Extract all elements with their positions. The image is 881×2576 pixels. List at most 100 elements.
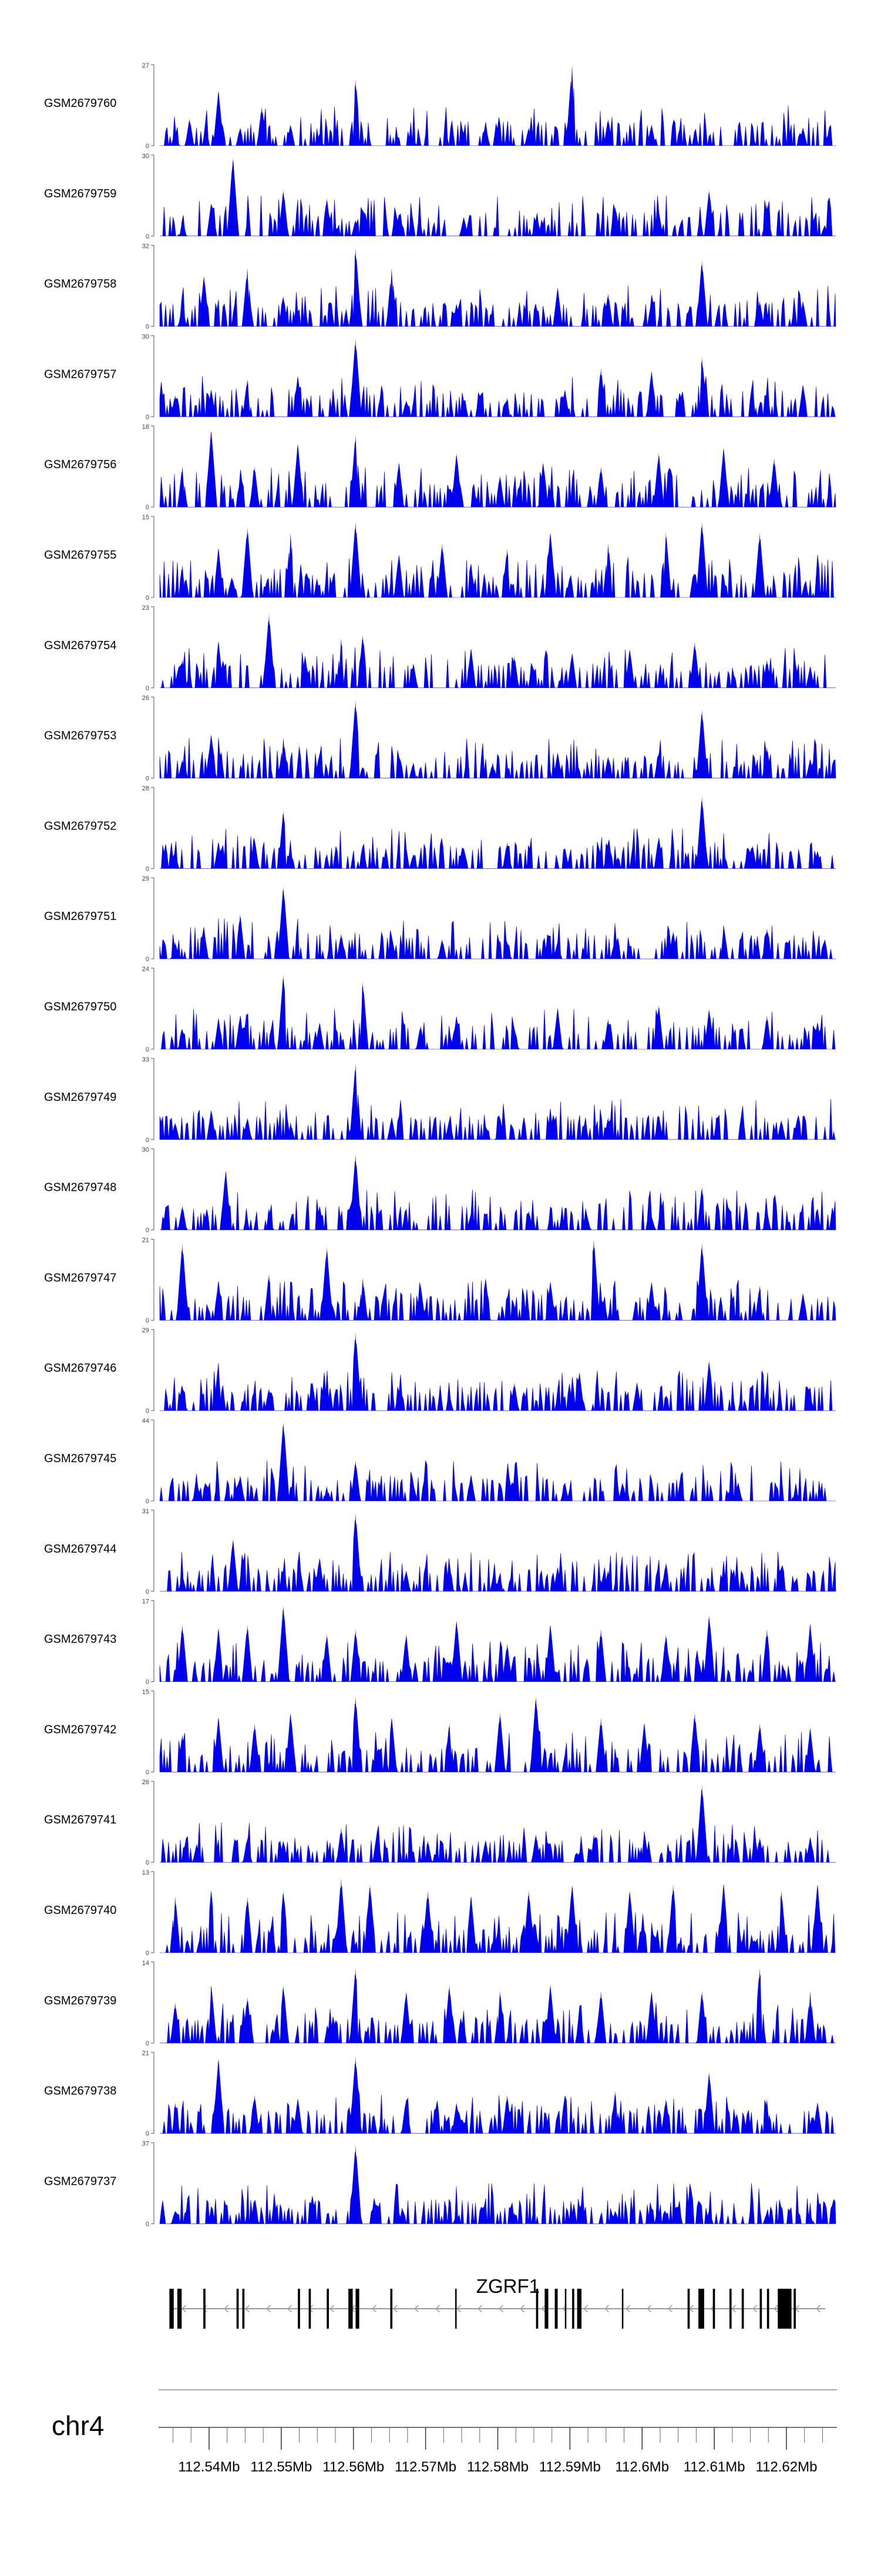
coverage-peak [208,1110,214,1140]
coverage-peak [359,1278,366,1321]
track-label: GSM2679746 [44,1362,116,1375]
coverage-peak [338,1878,344,1953]
coverage-peak [598,466,604,508]
strand-arrow [372,2305,376,2313]
coverage-peak [388,1117,395,1140]
coverage-peak [215,1629,221,1682]
coverage-peak [352,79,359,146]
coverage-track: GSM2679740 13 0 [44,1869,836,1957]
coverage-peak [648,1991,655,2043]
coverage-peak [807,1991,813,2043]
coverage-peak [338,638,344,688]
gene-exon [741,2289,744,2329]
coverage-peak [511,2212,517,2224]
coverage-peak [453,2215,460,2224]
coverage-peak [764,747,770,778]
coverage-peak [338,933,344,959]
coverage-peak [706,1360,712,1411]
strand-arrow [245,2305,250,2313]
y-max-label: 13 [142,1869,149,1876]
coverage-peak [598,1991,604,2043]
coverage-peak [179,1624,186,1682]
coverage-peak [764,2212,770,2224]
coverage-peak [648,1281,655,1321]
coverage-peak [764,2098,770,2134]
coverage-peak [352,1063,359,1140]
gene-exon [759,2289,762,2329]
coverage-peak [547,1985,554,2043]
coverage-peak [388,936,395,959]
gene-exon [698,2289,704,2329]
coverage-peak [179,1734,186,1772]
coverage-peak [706,2211,712,2224]
coverage-peak [352,220,359,236]
coverage-peak [547,532,554,597]
coverage-peak [352,700,359,778]
coverage-peak [814,1022,821,1049]
coverage-peak [699,1991,705,2043]
coverage-peak [172,2103,179,2134]
coverage-peak [511,1480,517,1501]
coverage-peak [749,381,756,417]
coverage-peak [244,1624,251,1682]
coverage-peak [677,1486,684,1501]
coverage-peak [655,453,662,508]
coverage-peak [569,65,576,146]
coverage-peak [807,1728,813,1772]
coverage-peak [388,268,395,327]
y-min-label: 0 [146,143,149,150]
gene-exon [355,2289,359,2329]
coverage-peak [540,462,546,508]
coverage-peak [172,1896,179,1953]
strand-arrow [647,2305,651,2313]
coverage-peak [706,1614,712,1682]
coverage-peak [721,925,727,959]
coverage-peak [468,1214,475,1230]
coverage-peak [280,1422,287,1501]
strand-arrow [329,2305,334,2313]
x-tick-label: 112.58Mb [467,2459,529,2475]
y-max-label: 30 [142,1147,149,1154]
coverage-peak [721,1570,727,1591]
coverage-peak [179,1242,186,1321]
coverage-peak [627,1890,633,1953]
coverage-peak [561,1484,568,1501]
gene-exon [793,2289,796,2329]
coverage-peak [504,549,510,597]
coverage-peak [352,1332,359,1411]
gene-exon [455,2289,457,2329]
coverage-peak [497,1573,503,1591]
y-min-label: 0 [146,1227,149,1234]
coverage-peak [807,1396,813,1411]
coverage-peak [547,1281,554,1321]
coverage-peak [511,1382,517,1411]
coverage-peak [244,1117,251,1140]
coverage-area [159,1426,836,1502]
y-max-label: 33 [142,1056,149,1063]
x-tick-label: 112.61Mb [684,2459,745,2475]
coverage-peak [533,220,539,236]
x-tick-label: 112.59Mb [539,2459,601,2475]
track-label: GSM2679749 [44,1091,116,1104]
coverage-track: GSM2679748 30 0 [44,1147,836,1234]
track-label: GSM2679738 [44,2085,116,2098]
coverage-peak [172,2211,179,2224]
coverage-peak [648,125,655,146]
coverage-peak [771,457,778,508]
coverage-peak [663,1634,669,1682]
y-min-label: 0 [146,1317,149,1324]
coverage-peak [237,127,243,146]
strand-arrow [393,2305,398,2313]
coverage-peak [533,1696,539,1772]
coverage-peak [237,1475,243,1501]
coverage-peak [244,1896,251,1953]
coverage-track: GSM2679746 29 0 [44,1327,836,1415]
y-max-label: 28 [142,785,149,792]
coverage-area [159,890,836,959]
coverage-peak [792,1482,799,1501]
coverage-peak [179,306,186,327]
coverage-peak [655,753,662,778]
y-max-label: 23 [142,604,149,612]
coverage-peak [620,1482,626,1501]
coverage-peak [453,1620,460,1682]
